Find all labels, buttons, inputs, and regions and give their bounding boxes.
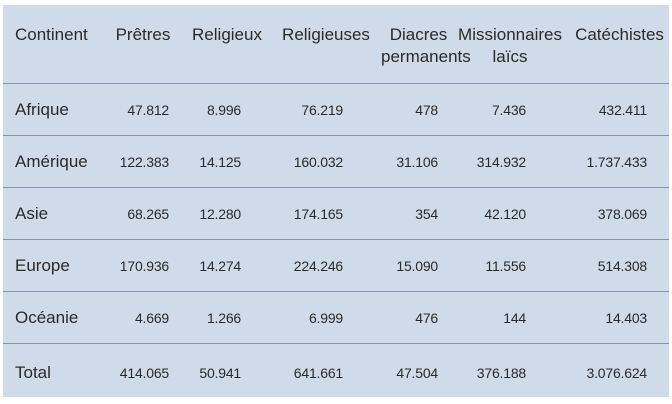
table-row: Amérique 122.383 14.125 160.032 31.106 314.93…: [3, 135, 669, 188]
table-cell: 50.941: [199, 364, 241, 381]
table-cell: 47.504: [396, 364, 438, 381]
table-cell: 6.999: [271, 291, 381, 344]
column-header-4: Diacres permanents: [381, 5, 471, 84]
column-header-5: Missionnaires laïcs: [456, 5, 564, 84]
table-cell: 160.032: [271, 135, 381, 188]
column-header-label: Religieux: [183, 5, 271, 46]
data-table: Continent Prêtres Religieux Religieuses Diac…: [3, 5, 669, 401]
table-cell: 7.436: [456, 83, 564, 136]
table-cell: 15.090: [381, 239, 456, 292]
table-cell: 432.411: [564, 83, 669, 136]
column-header-2: Religieux: [183, 5, 271, 84]
table-cell: 314.932: [456, 135, 564, 188]
table-cell: 174.165: [271, 187, 381, 240]
table-row: Afrique 47.812 8.996 76.219 478 7.436 432.411: [3, 83, 669, 136]
table-row: Europe 170.936 14.274 224.246 15.090 11.556 51…: [3, 239, 669, 292]
table-cell: 4.669: [99, 291, 183, 344]
table-cell: 514.308: [564, 239, 669, 292]
table-cell: 11.556: [456, 239, 564, 292]
row-label: Asie: [3, 187, 99, 240]
table-row: Asie 68.265 12.280 174.165 354 42.120 378.069: [3, 187, 669, 240]
column-header-line: laïcs: [492, 47, 528, 66]
column-header-line: Prêtres: [115, 25, 171, 44]
table-cell: 122.383: [99, 135, 183, 188]
table-cell: 476: [381, 291, 456, 344]
table-cell: 414.065: [119, 364, 169, 381]
table-cell: 224.246: [271, 239, 381, 292]
table-cell: 31.106: [381, 135, 456, 188]
row-label: Amérique: [3, 135, 99, 188]
table-cell: 354: [381, 187, 456, 240]
table-cell: 376.188: [476, 364, 526, 381]
table-cell: 8.996: [183, 83, 271, 136]
table-cell: 3.076.624: [586, 364, 648, 381]
table-cell: 12.280: [183, 187, 271, 240]
table-cell: 144: [456, 291, 564, 344]
table-cell: 14.125: [183, 135, 271, 188]
table-cell: 14.403: [564, 291, 669, 344]
table-cell: 478: [381, 83, 456, 136]
row-label: Europe: [3, 239, 99, 292]
column-header-line: Religieuses: [282, 25, 370, 44]
row-label: Océanie: [3, 291, 99, 344]
column-header-label: Religieuses: [271, 5, 381, 46]
table-cell: 47.812: [99, 83, 183, 136]
table-cell: 170.936: [99, 239, 183, 292]
column-header-0: Continent: [3, 5, 99, 84]
column-header-6: Catéchistes: [564, 5, 669, 84]
table-cell: 42.120: [456, 187, 564, 240]
table-row: Océanie 4.669 1.266 6.999 476 144 14.403: [3, 291, 669, 344]
table-cell: 1.266: [183, 291, 271, 344]
table-cell: 68.265: [99, 187, 183, 240]
table-cell: 641.661: [293, 364, 343, 381]
table-body: Afrique 47.812 8.996 76.219 478 7.436 432.411 A…: [3, 83, 669, 402]
column-header-label: Continent: [3, 5, 99, 46]
column-header-1: Prêtres: [99, 5, 183, 84]
table-cell: 1.737.433: [564, 135, 669, 188]
column-header-line: permanents: [381, 47, 471, 66]
column-header-line: Religieux: [192, 25, 262, 44]
column-header-3: Religieuses: [271, 5, 381, 84]
column-header-line: Missionnaires: [458, 25, 562, 44]
table-cell: 378.069: [564, 187, 669, 240]
header-row: Continent Prêtres Religieux Religieuses Diac…: [3, 5, 669, 84]
table-row: Total 414.065 50.941 641.661 47.504 376.188 3.…: [3, 344, 669, 402]
data-table-panel: Continent Prêtres Religieux Religieuses Diac…: [3, 5, 669, 397]
column-header-label: Missionnaires laïcs: [444, 5, 576, 68]
row-label: Afrique: [3, 83, 99, 136]
column-header-line: Diacres: [389, 25, 448, 44]
row-label: Total: [15, 362, 51, 382]
column-header-label: Prêtres: [99, 5, 183, 46]
table-cell: 76.219: [271, 83, 381, 136]
column-header-label: Catéchistes: [564, 5, 672, 46]
column-header-line: Catéchistes: [575, 25, 664, 44]
column-header-line: Continent: [15, 25, 88, 44]
column-header-label: Diacres permanents: [381, 5, 471, 68]
table-cell: 14.274: [183, 239, 271, 292]
